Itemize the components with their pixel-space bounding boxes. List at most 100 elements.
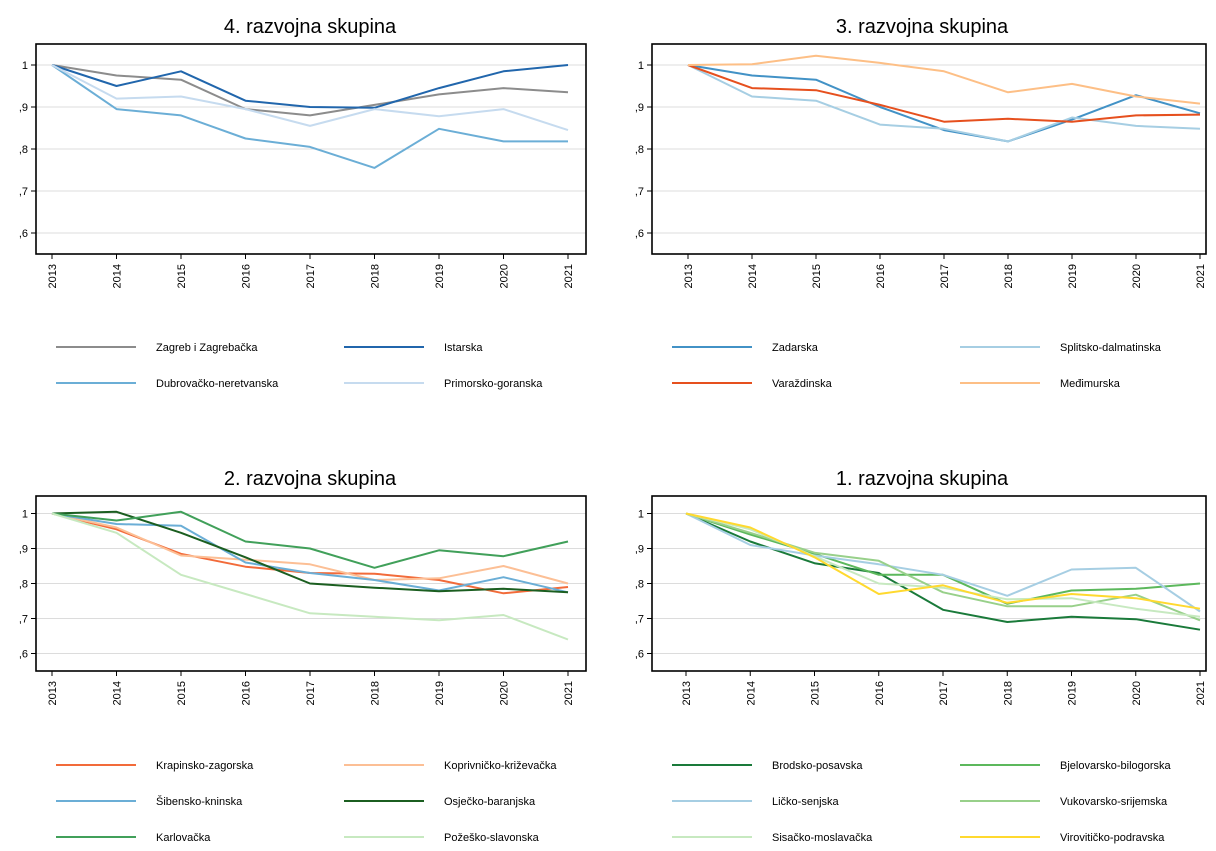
legend-label: Zagreb i Zagrebačka — [156, 342, 258, 354]
y-tick-label: 1 — [638, 509, 644, 521]
y-tick-label: ,6 — [635, 228, 644, 240]
x-tick-label: 2018 — [370, 264, 382, 288]
x-tick-label: 2013 — [683, 264, 695, 288]
y-tick-label: ,9 — [635, 544, 644, 556]
line-chart: 1 ,9 ,8 ,7 ,6 2013 2014 2015 2016 2017 2018 2019 202… — [19, 495, 587, 844]
x-tick-label: 2019 — [1067, 681, 1079, 705]
series-line-viroviti-ko-podravska — [685, 512, 1201, 610]
y-tick-label: ,7 — [19, 614, 28, 626]
series-line-istarska — [51, 64, 569, 109]
series-line-sisa-ko-moslava-ka — [685, 512, 1201, 618]
legend-label: Bjelovarsko-bilogorska — [1060, 760, 1172, 772]
legend-label: Osječko-baranjska — [444, 796, 536, 808]
y-tick-label: ,9 — [19, 544, 28, 556]
legend-label: Šibensko-kninska — [156, 795, 243, 808]
legend-label: Požeško-slavonska — [444, 832, 540, 844]
legend-label: Primorsko-goranska — [444, 378, 543, 390]
legend-label: Krapinsko-zagorska — [156, 760, 254, 772]
chart-title: 2. razvojna skupina — [223, 468, 397, 490]
y-tick-label: ,7 — [635, 186, 644, 198]
x-tick-label: 2013 — [681, 681, 693, 705]
chart-panel-bottom-left: 2. razvojna skupina 1 ,9 ,8 ,7 ,6 2013 2014 201… — [0, 430, 608, 846]
legend-label: Splitsko-dalmatinska — [1060, 342, 1162, 354]
y-tick-label: ,8 — [635, 579, 644, 591]
x-tick-label: 2016 — [874, 681, 886, 705]
x-tick-label: 2015 — [810, 681, 822, 705]
series-line-po-e-ko-slavonska — [51, 512, 569, 641]
x-tick-label: 2014 — [745, 681, 757, 705]
x-tick-label: 2014 — [747, 264, 759, 288]
chart-title: 3. razvojna skupina — [835, 16, 1009, 38]
x-tick-label: 2016 — [241, 681, 253, 705]
x-tick-label: 2017 — [938, 681, 950, 705]
series-line-li-ko-senjska — [685, 512, 1201, 613]
x-tick-label: 2015 — [176, 681, 188, 705]
series-line-zadarska — [687, 64, 1201, 143]
x-tick-label: 2013 — [47, 264, 59, 288]
legend-label: Vukovarsko-srijemska — [1060, 796, 1168, 808]
y-tick-label: ,9 — [635, 102, 644, 114]
series-line-bjelovarsko-bilogorska — [685, 512, 1201, 605]
legend-label: Ličko-senjska — [772, 796, 840, 808]
x-tick-label: 2021 — [563, 264, 575, 288]
y-tick-label: ,6 — [19, 649, 28, 661]
y-tick-label: 1 — [22, 60, 28, 72]
y-tick-label: ,8 — [19, 579, 28, 591]
y-tick-label: ,8 — [635, 144, 644, 156]
x-tick-label: 2020 — [1131, 264, 1143, 288]
x-tick-label: 2016 — [875, 264, 887, 288]
series-line-dubrova-ko-neretvanska — [51, 64, 568, 169]
y-tick-label: ,6 — [19, 228, 28, 240]
legend-label: Koprivničko-križevačka — [444, 760, 557, 772]
series-line-osje-ko-baranjska — [51, 510, 569, 594]
x-tick-label: 2015 — [811, 264, 823, 288]
x-tick-label: 2020 — [1131, 681, 1143, 705]
series-line-karlova-ka — [51, 510, 569, 569]
y-tick-label: 1 — [638, 60, 644, 72]
y-tick-label: ,6 — [635, 649, 644, 661]
x-tick-label: 2021 — [563, 681, 575, 705]
line-chart: 1 ,9 ,8 ,7 ,6 2013 2014 2015 2016 2017 2018 2019 202… — [19, 43, 587, 390]
legend-label: Dubrovačko-neretvanska — [156, 378, 279, 390]
x-tick-label: 2017 — [305, 681, 317, 705]
y-tick-label: ,7 — [19, 186, 28, 198]
x-tick-label: 2014 — [112, 264, 124, 288]
legend-label: Varaždinska — [772, 378, 833, 390]
legend-label: Istarska — [444, 342, 483, 354]
x-tick-label: 2018 — [1002, 681, 1014, 705]
legend-label: Virovitičko-podravska — [1060, 832, 1165, 844]
x-tick-label: 2021 — [1195, 681, 1207, 705]
x-tick-label: 2018 — [370, 681, 382, 705]
line-chart: 1 ,9 ,8 ,7 ,6 2013 2014 2015 2016 2017 2018 2019 202… — [635, 495, 1207, 844]
chart-panel-top-right: 3. razvojna skupina 1 ,9 ,8 ,7 ,6 2013 2014 201… — [608, 0, 1216, 430]
series-line-me-imurska — [687, 54, 1201, 105]
chart-title: 4. razvojna skupina — [223, 16, 397, 38]
series-line-krapinsko-zagorska — [51, 512, 569, 595]
x-tick-label: 2021 — [1195, 264, 1207, 288]
legend-label: Zadarska — [772, 342, 819, 354]
y-tick-label: ,7 — [635, 614, 644, 626]
legend-label: Međimurska — [1060, 378, 1121, 390]
series-line-zagreb-i-zagreba-ka — [51, 64, 569, 117]
x-tick-label: 2015 — [176, 264, 188, 288]
series-line-primorsko-goranska — [51, 64, 569, 132]
line-chart: 1 ,9 ,8 ,7 ,6 2013 2014 2015 2016 2017 2018 2019 202… — [635, 43, 1207, 390]
x-tick-label: 2017 — [305, 264, 317, 288]
legend-label: Karlovačka — [156, 832, 211, 844]
y-tick-label: 1 — [22, 509, 28, 521]
x-tick-label: 2019 — [434, 264, 446, 288]
x-tick-label: 2017 — [939, 264, 951, 288]
x-tick-label: 2014 — [112, 681, 124, 705]
chart-panel-top-left: 4. razvojna skupina 1 ,9 ,8 ,7 ,6 2013 2014 201… — [0, 0, 608, 430]
series-line-vara-dinska — [687, 64, 1201, 123]
legend-label: Brodsko-posavska — [772, 760, 863, 772]
series-line-vukovarsko-srijemska — [685, 512, 1201, 622]
series-line-brodsko-posavska — [685, 512, 1201, 631]
series-line--ibensko-kninska — [51, 512, 569, 594]
y-tick-label: ,9 — [19, 102, 28, 114]
legend-label: Sisačko-moslavačka — [772, 832, 873, 844]
x-tick-label: 2016 — [241, 264, 253, 288]
series-line-koprivni-ko-kri-eva-ka — [51, 512, 569, 585]
x-tick-label: 2013 — [47, 681, 59, 705]
x-tick-label: 2019 — [434, 681, 446, 705]
